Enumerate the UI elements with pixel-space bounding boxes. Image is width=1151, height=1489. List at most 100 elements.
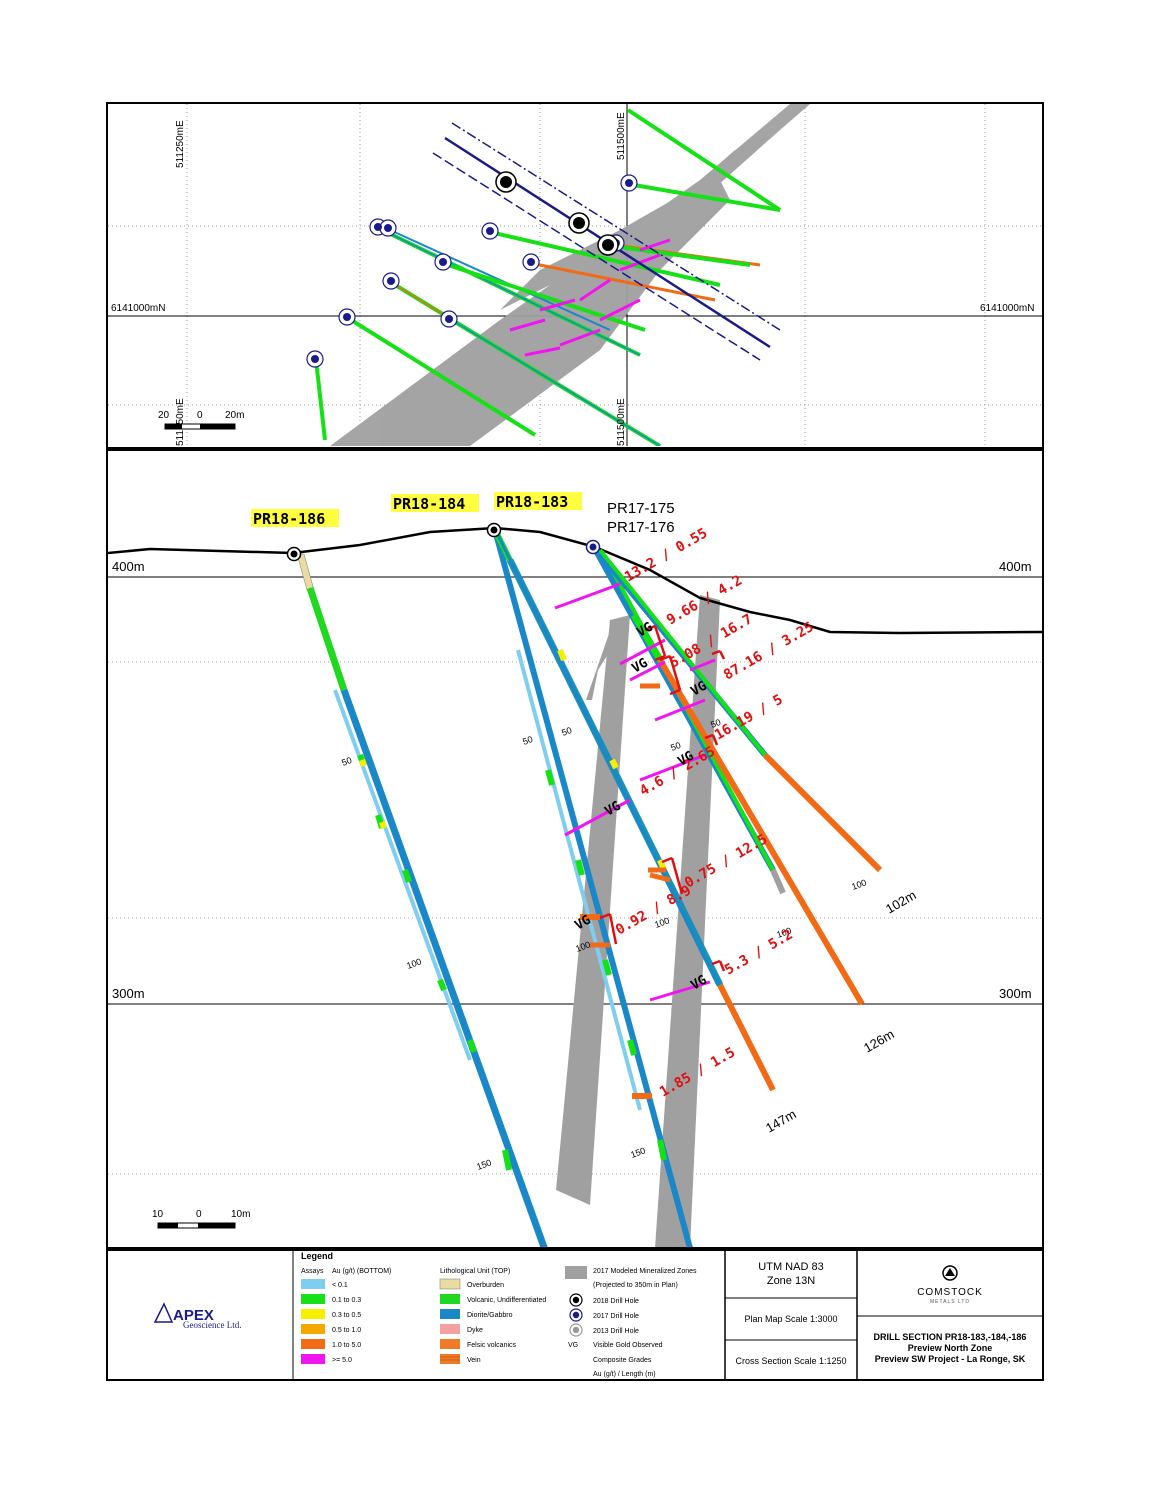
legend-composite: Composite Grades: [593, 1357, 652, 1364]
depth-tick-50-184: 50: [521, 734, 534, 747]
legend-assays-label: Assays: [301, 1268, 324, 1275]
plan-mineralized-zones: [330, 104, 810, 446]
hole-trace-pr17-176: [591, 545, 883, 873]
depth-tick-100-175: 100: [775, 925, 793, 940]
depth-tick-100-183: 100: [653, 915, 671, 930]
depth-tick-100-186: 100: [405, 956, 423, 971]
hole-label-pr17-176: PR17-176: [607, 519, 675, 536]
plan-map: 511250mE 511500mE 511250mE 511500mE 6141…: [108, 104, 1042, 446]
legend-assay-label-3: 0.3 to 0.5: [332, 1312, 361, 1319]
legend: Legend Assays Au (g/t) (BOTTOM) < 0.1 0.…: [301, 1251, 697, 1378]
plan-northing-label-left: 6141000mN: [111, 303, 165, 314]
title-line-2: Preview North Zone: [908, 1343, 993, 1353]
apex-logo: APEX Geoscience Ltd.: [153, 1302, 241, 1330]
hole-trace-pr18-183: [492, 528, 776, 1092]
comstock-logo: COMSTOCK METALS LTD: [917, 1265, 983, 1305]
comstock-sub: METALS LTD: [930, 1299, 970, 1305]
legend-litho-label-6: Vein: [467, 1357, 481, 1364]
legend-assay-label-5: 1.0 to 5.0: [332, 1342, 361, 1349]
legend-litho-label-5: Felsic volcanics: [467, 1342, 517, 1349]
depth-tick-50-183: 50: [560, 725, 573, 738]
plan-scale-bar: 20 0 20m: [158, 410, 244, 430]
legend-composite-sub: Au (g/t) / Length (m): [593, 1371, 656, 1378]
eoh-depth-126m: 126m: [861, 1026, 897, 1055]
apex-logo-sub: Geoscience Ltd.: [183, 1320, 241, 1330]
hole-label-pr18-184: PR18-184: [393, 495, 465, 513]
eoh-depth-102m: 102m: [883, 887, 919, 916]
depth-tick-150-184: 150: [629, 1145, 647, 1160]
legend-assay-label-4: 0.5 to 1.0: [332, 1327, 361, 1334]
section-scale-left: 10: [152, 1209, 164, 1220]
vg-label-2: VG: [630, 656, 651, 677]
hole-trace-pr18-184: [492, 529, 693, 1248]
hole-trace-pr17-175: [591, 545, 865, 1006]
intercept-label-9: 5.3 / 5.2: [722, 927, 796, 979]
vg-label-1: VG: [635, 620, 656, 641]
vg-label-7: VG: [689, 973, 710, 994]
legend-zones-sub: (Projected to 350m in Plan): [593, 1282, 678, 1289]
legend-litho-label-3: Diorite/Gabbro: [467, 1312, 513, 1319]
plan-scale-zero: 0: [197, 410, 203, 421]
legend-assay-label-1: < 0.1: [332, 1282, 348, 1289]
depth-tick-100-184: 100: [574, 939, 592, 954]
depth-tick-50-176: 50: [709, 717, 722, 730]
title-block: DRILL SECTION PR18-183,-184,-186 Preview…: [874, 1332, 1027, 1364]
depth-tick-50-175: 50: [669, 740, 682, 753]
section-scale-label: Cross Section Scale 1:1250: [735, 1356, 846, 1366]
depth-tick-150-186: 150: [475, 1157, 493, 1172]
comstock-name: COMSTOCK: [917, 1287, 983, 1298]
legend-assay-items: < 0.1 0.1 to 0.3 0.3 to 0.5 0.5 to 1.0 1…: [301, 1279, 361, 1364]
apex-logo-text: APEX: [173, 1307, 214, 1324]
vg-label-4: VG: [676, 749, 697, 770]
legend-title: Legend: [301, 1251, 333, 1261]
vg-label-6: VG: [573, 913, 594, 934]
plan-easting-label-1: 511250mE: [175, 120, 186, 168]
legend-hole-label-2: 2017 Drill Hole: [593, 1313, 639, 1320]
section-scale-zero: 0: [196, 1209, 202, 1220]
section-scale-bar: 10 0 10m: [152, 1209, 250, 1229]
legend-zones: 2017 Modeled Mineralized Zones (Projecte…: [565, 1266, 697, 1289]
plan-easting-label-4: 511500mE: [616, 398, 627, 446]
plan-scale-right: 20m: [225, 410, 244, 421]
hole-label-pr18-183: PR18-183: [496, 493, 568, 511]
legend-litho-label-1: Overburden: [467, 1282, 504, 1289]
eoh-depth-147m: 147m: [763, 1106, 799, 1135]
legend-litho-label-2: Volcanic, Undifferentiated: [467, 1297, 546, 1304]
datum-label: UTM NAD 83: [758, 1261, 823, 1273]
elevation-300-right: 300m: [999, 986, 1032, 1001]
hole-label-pr17-175: PR17-175: [607, 500, 675, 517]
legend-assays-unit: Au (g/t) (BOTTOM): [332, 1268, 391, 1275]
hole-label-pr18-186: PR18-186: [253, 510, 325, 528]
vg-label-3: VG: [689, 679, 710, 700]
vg-label-5: VG: [603, 799, 624, 820]
plan-scale-left: 20: [158, 410, 170, 421]
legend-litho-items: Overburden Volcanic, Undifferentiated Di…: [439, 1278, 546, 1364]
legend-vg-desc: Visible Gold Observed: [593, 1342, 663, 1349]
elevation-300-left: 300m: [112, 986, 145, 1001]
frame: [106, 102, 1044, 1381]
elevation-400-right: 400m: [999, 559, 1032, 574]
legend-hole-label-3: 2013 Drill Hole: [593, 1328, 639, 1335]
topography-line: [108, 526, 1042, 635]
zone-label: Zone 13N: [767, 1275, 815, 1287]
legend-assay-label-2: 0.1 to 0.3: [332, 1297, 361, 1304]
depth-tick-100-176: 100: [850, 877, 868, 892]
cross-section: 50 100 150 50 100 150 50 100 50 50 100 1…: [108, 492, 1042, 1248]
plan-easting-label-2: 511500mE: [616, 112, 627, 160]
elevation-400-left: 400m: [112, 559, 145, 574]
map-info-block: UTM NAD 83 Zone 13N Plan Map Scale 1:300…: [735, 1261, 846, 1366]
depth-tick-50-186: 50: [340, 755, 353, 768]
title-line-3: Preview SW Project - La Ronge, SK: [875, 1354, 1026, 1364]
legend-litho-label-4: Dyke: [467, 1327, 483, 1334]
legend-hole-label-1: 2018 Drill Hole: [593, 1298, 639, 1305]
section-collars: [286, 522, 601, 562]
legend-hole-symbols: 2018 Drill Hole 2017 Drill Hole 2013 Dri…: [569, 1293, 639, 1337]
plan-collars: [306, 171, 638, 368]
plan-scale-label: Plan Map Scale 1:3000: [744, 1314, 837, 1324]
legend-litho-title: Lithological Unit (TOP): [440, 1268, 510, 1275]
title-line-1: DRILL SECTION PR18-183,-184,-186: [874, 1332, 1027, 1342]
hole-trace-pr18-186: [306, 586, 549, 1248]
plan-northing-label-right: 6141000mN: [980, 303, 1034, 314]
section-scale-right: 10m: [231, 1209, 250, 1220]
